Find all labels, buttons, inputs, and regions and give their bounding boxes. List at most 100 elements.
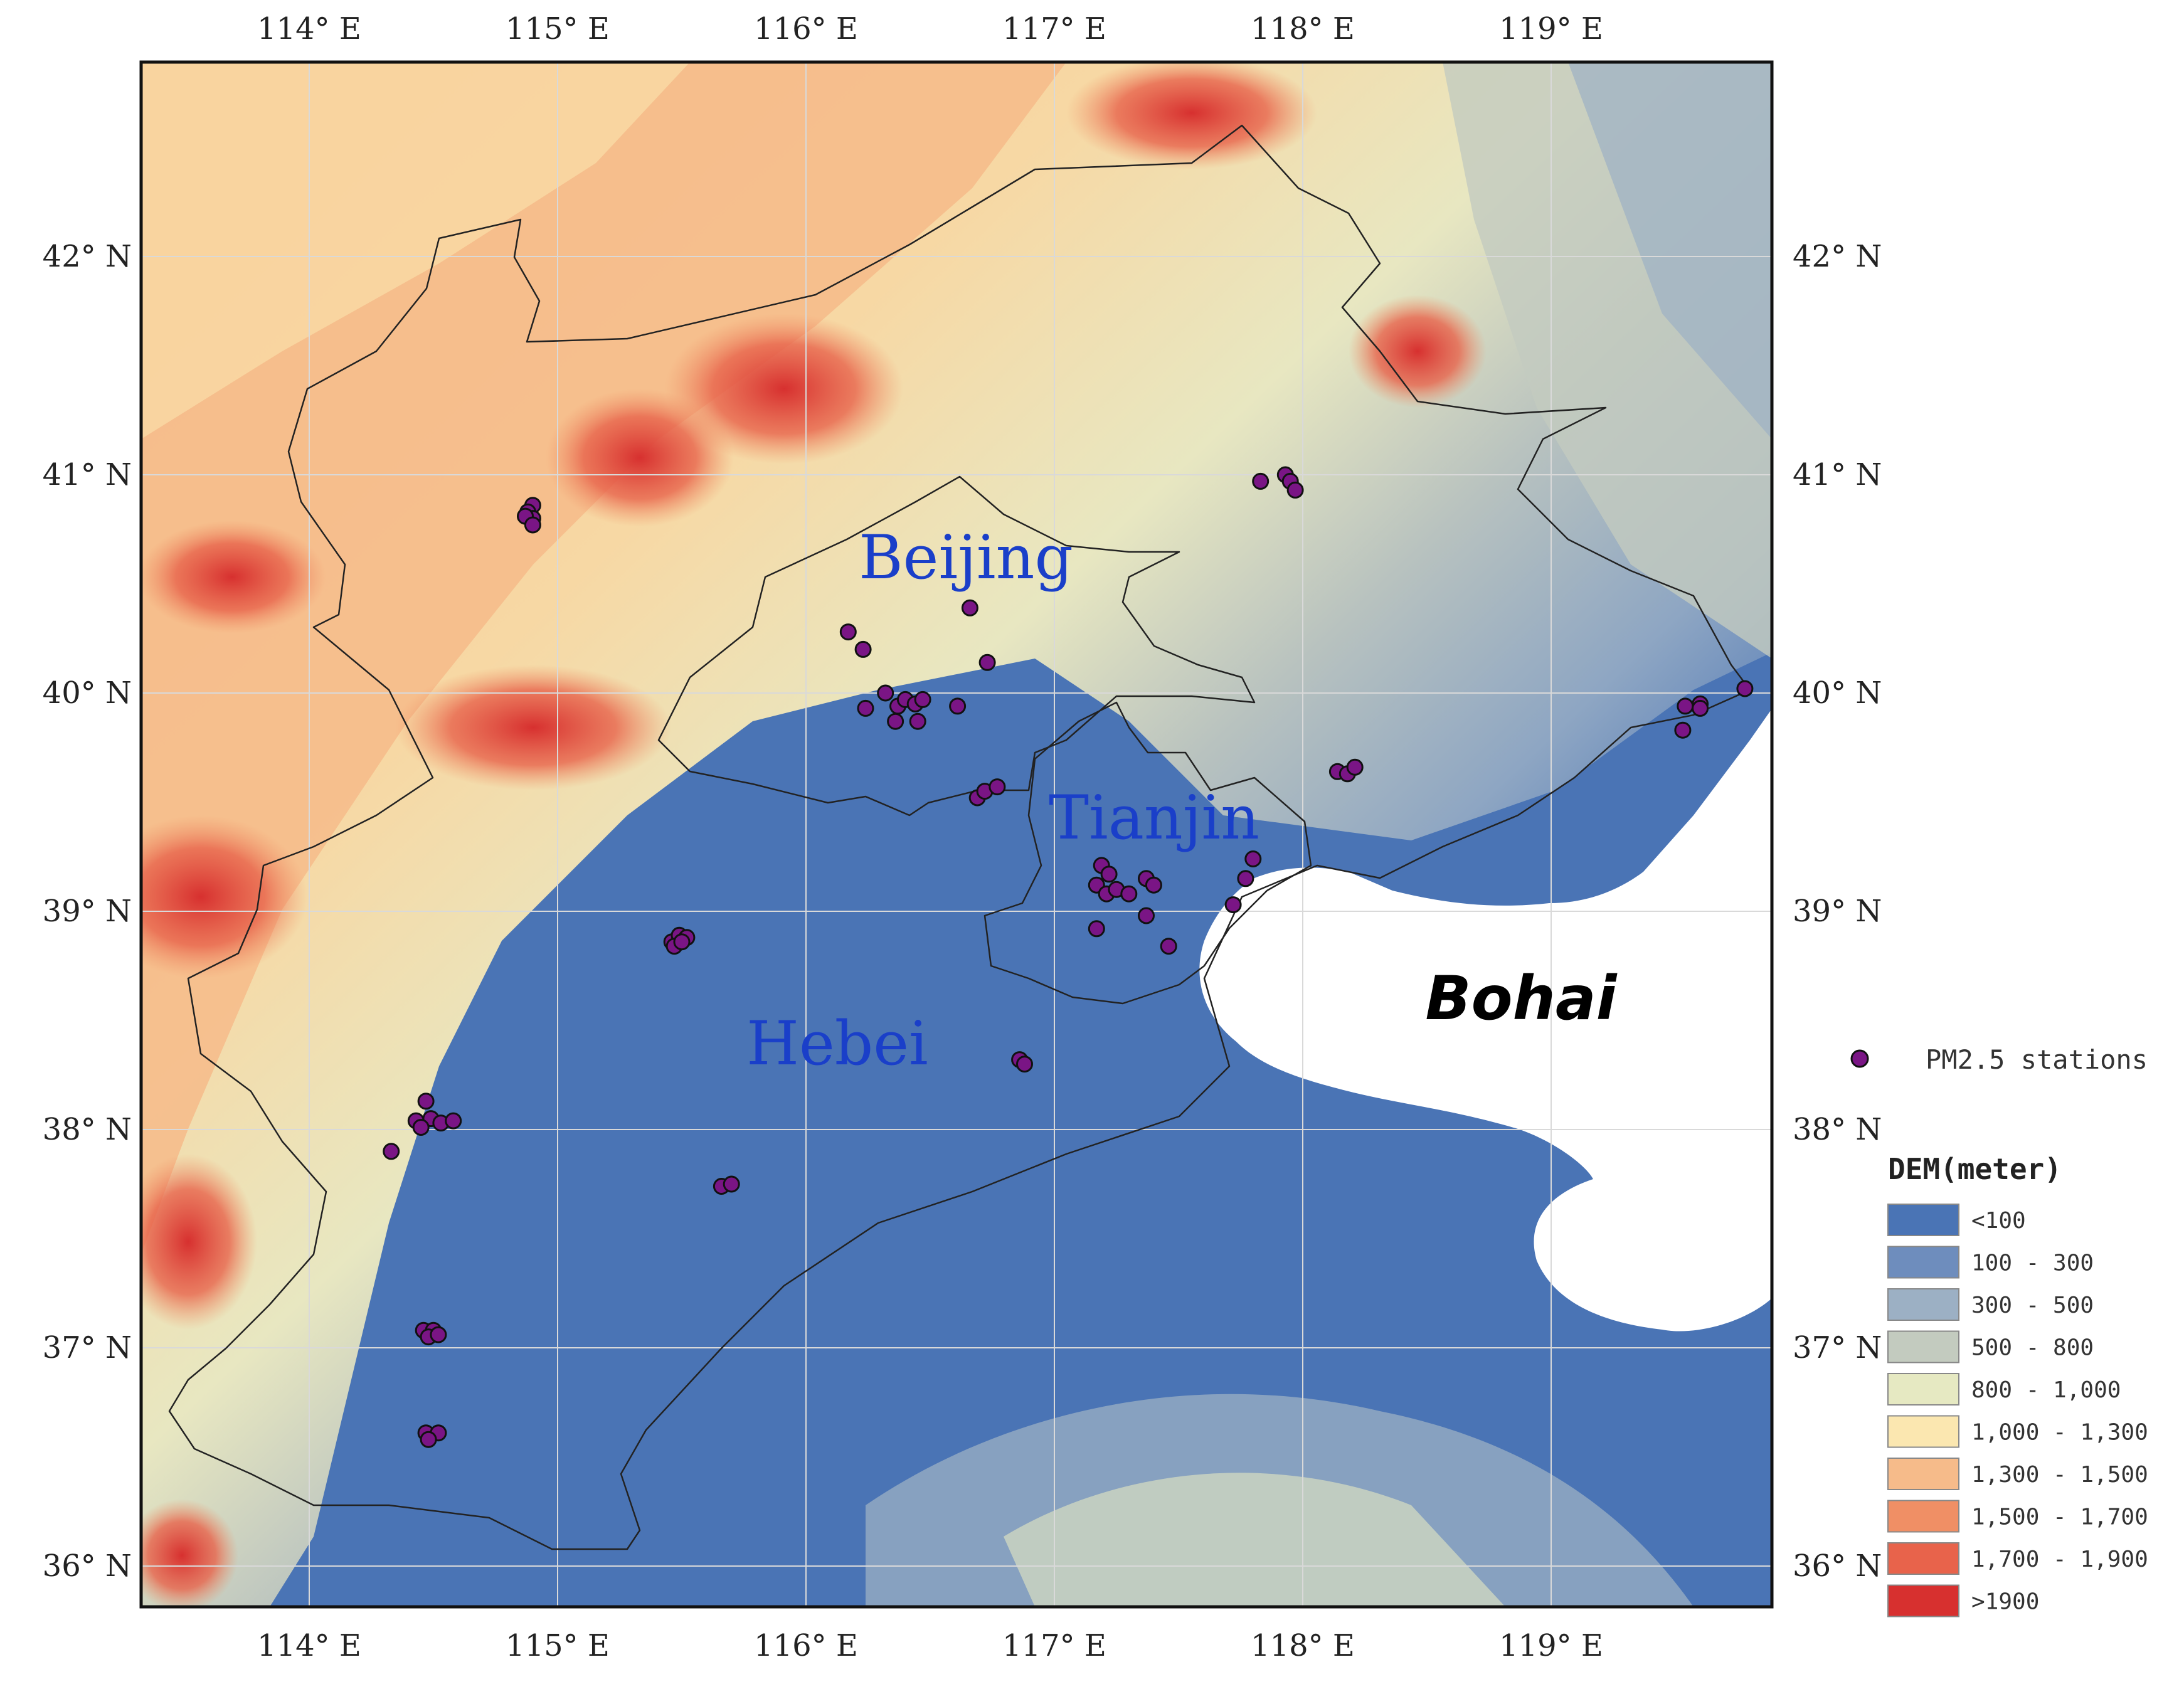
pm25-station-marker	[887, 712, 904, 730]
pm25-station-marker	[857, 699, 874, 717]
dem-legend-swatch	[1887, 1246, 1959, 1279]
dem-legend-swatch	[1887, 1415, 1959, 1448]
lat-tick-label: 41° N	[43, 457, 132, 492]
lat-tick-label: 41° N	[1793, 457, 1882, 492]
pm25-station-marker	[1224, 896, 1242, 914]
dem-legend-swatch	[1887, 1458, 1959, 1490]
pm25-station-marker	[1252, 472, 1270, 490]
pm25-station-marker	[1244, 850, 1262, 867]
lat-tick-label: 38° N	[1793, 1112, 1882, 1147]
dem-legend-swatch	[1887, 1584, 1959, 1617]
dem-legend-title: DEM(meter)	[1888, 1152, 2062, 1186]
lon-tick-label: 116° E	[754, 1628, 858, 1663]
dem-legend-swatch	[1887, 1330, 1959, 1363]
dem-legend-label: 1,700 - 1,900	[1971, 1547, 2148, 1572]
pm25-station-marker	[1016, 1056, 1033, 1073]
lat-tick-label: 42° N	[1793, 239, 1882, 274]
pm25-station-marker	[914, 691, 931, 708]
pm25-station-marker	[430, 1326, 447, 1343]
lon-tick-label: 115° E	[506, 1628, 610, 1663]
pm25-station-marker	[1160, 938, 1177, 955]
tianjin-label: Tianjin	[1049, 783, 1259, 853]
pm25-station-marker	[1100, 866, 1118, 883]
pm25-station-marker	[1736, 680, 1754, 697]
lon-tick-label: 115° E	[506, 11, 610, 46]
beijing-boundary	[657, 475, 1256, 817]
pm25-station-marker	[1088, 920, 1105, 938]
stations-legend-label: PM2.5 stations	[1926, 1044, 2148, 1075]
lat-tick-label: 37° N	[1793, 1330, 1882, 1365]
pm25-station-marker	[1674, 721, 1692, 739]
dem-legend-label: 300 - 500	[1971, 1293, 2094, 1318]
pm25-station-marker	[1692, 699, 1709, 717]
lon-tick-label: 114° E	[257, 11, 361, 46]
bohai-sea	[1199, 709, 1772, 1331]
lon-tick-label: 119° E	[1499, 1628, 1603, 1663]
lon-tick-label: 117° E	[1002, 1628, 1106, 1663]
lon-tick-label: 118° E	[1251, 11, 1355, 46]
pm25-station-marker	[383, 1143, 400, 1160]
dem-legend-swatch	[1887, 1542, 1959, 1575]
pm25-station-marker	[420, 1431, 437, 1448]
pm25-station-marker	[1237, 870, 1254, 887]
lon-tick-label: 116° E	[754, 11, 858, 46]
pm25-station-marker	[978, 654, 996, 671]
pm25-station-marker	[1138, 907, 1155, 924]
pm25-station-marker	[412, 1119, 430, 1136]
graticule	[141, 62, 1772, 1607]
pm25-station-marker	[961, 599, 978, 617]
pm25-station-marker	[417, 1093, 435, 1110]
pm25-station-marker	[524, 516, 541, 534]
pm25-station-marker	[1120, 885, 1138, 903]
dem-legend: DEM(meter) <100 100 - 300 300 - 500 500 - 8…	[1887, 1152, 2148, 1617]
lon-tick-label: 114° E	[257, 1628, 361, 1663]
dem-layer	[141, 62, 1772, 1607]
pm25-station-marker	[909, 712, 926, 730]
pm25-station-marker	[1145, 876, 1162, 894]
pm25-station-marker	[949, 697, 967, 715]
beijing-label: Beijing	[859, 522, 1073, 593]
pm25-station-marker	[989, 778, 1006, 796]
hebei-label: Hebei	[746, 1008, 928, 1079]
map-frame	[139, 60, 1774, 1609]
admin-boundaries	[168, 124, 1751, 1550]
lat-tick-label: 42° N	[43, 239, 132, 274]
pm25-station-marker	[1677, 697, 1694, 715]
dem-legend-label: <100	[1971, 1208, 2026, 1234]
dem-legend-label: 1,500 - 1,700	[1971, 1505, 2148, 1530]
lon-ticks-bottom: 114° E 115° E 116° E 117° E 118° E 119° …	[257, 1628, 1603, 1663]
pm25-station-marker	[1346, 758, 1364, 776]
lat-tick-label: 37° N	[43, 1330, 132, 1365]
dem-legend-swatch	[1887, 1288, 1959, 1321]
dem-legend-classes: <100 100 - 300 300 - 500 500 - 800 800 - 1,0…	[1887, 1204, 2148, 1617]
dem-legend-swatch	[1887, 1204, 1959, 1236]
stations-legend: PM2.5 stations	[1850, 1044, 2148, 1075]
dem-legend-label: 100 - 300	[1971, 1251, 2094, 1276]
lat-tick-label: 38° N	[43, 1112, 132, 1147]
lon-tick-label: 119° E	[1499, 11, 1603, 46]
lat-tick-label: 39° N	[43, 894, 132, 929]
dem-legend-label: 1,300 - 1,500	[1971, 1462, 2148, 1488]
pm25-station-marker	[1286, 481, 1304, 499]
pm25-station-marker	[877, 684, 894, 702]
lat-tick-label: 40° N	[1793, 675, 1882, 711]
dem-legend-swatch	[1887, 1373, 1959, 1405]
station-markers	[383, 466, 1754, 1448]
lat-tick-label: 36° N	[43, 1548, 132, 1584]
lon-tick-label: 118° E	[1251, 1628, 1355, 1663]
pm25-station-marker	[839, 623, 857, 641]
lon-ticks-top: 114° E 115° E 116° E 117° E 118° E 119° …	[257, 11, 1603, 46]
lon-tick-label: 117° E	[1002, 11, 1106, 46]
lat-ticks-right: 42° N 41° N 40° N 39° N 38° N 37° N 36° …	[1793, 239, 1882, 1584]
pm25-station-marker	[673, 933, 691, 951]
pm25-station-marker	[723, 1175, 740, 1193]
station-legend-icon	[1850, 1049, 1869, 1068]
dem-legend-label: 500 - 800	[1971, 1335, 2094, 1361]
lat-tick-label: 36° N	[1793, 1548, 1882, 1584]
hebei-boundary	[168, 124, 1751, 1550]
lat-tick-label: 39° N	[1793, 894, 1882, 929]
pm25-station-marker	[445, 1112, 462, 1130]
tianjin-boundary	[983, 701, 1312, 1005]
